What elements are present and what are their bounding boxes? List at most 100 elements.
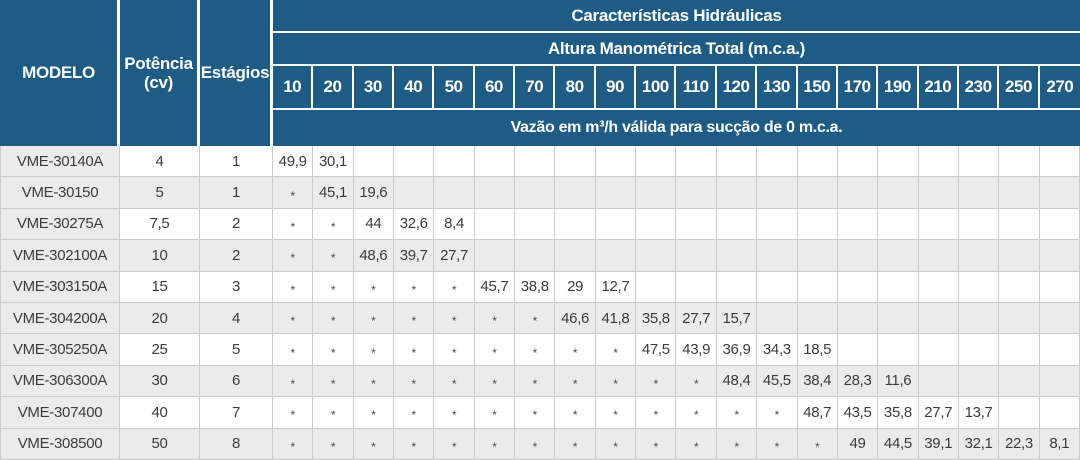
value-cell: 49 (837, 428, 879, 460)
head-col-190: 190 (878, 66, 919, 110)
flow-note-header: Vazão em m³/h válida para sucção de 0 m.… (273, 110, 1080, 146)
estagios-cell: 5 (200, 334, 273, 366)
value-cell: 41,8 (595, 302, 637, 335)
head-col-210: 210 (918, 66, 959, 110)
value-cell: * (555, 397, 596, 429)
head-col-60: 60 (474, 66, 516, 110)
value-cell: * (313, 397, 354, 429)
value-cell (878, 271, 919, 303)
value-cell (878, 177, 919, 209)
value-cell: 27,7 (434, 240, 475, 272)
value-cell: 39,1 (918, 428, 959, 460)
value-cell: * (474, 365, 516, 398)
value-cell (636, 177, 677, 209)
value-cell (595, 177, 637, 209)
value-cell: * (676, 365, 717, 398)
value-cell (676, 240, 717, 272)
value-cell (918, 240, 959, 272)
value-cell: * (676, 428, 717, 460)
value-cell (434, 177, 475, 209)
value-cell: * (555, 428, 596, 460)
col-header-estagios: Estágios (200, 0, 273, 146)
head-col-50: 50 (434, 66, 475, 110)
value-cell (918, 365, 959, 398)
value-cell: * (797, 428, 838, 460)
value-cell: * (353, 302, 395, 335)
head-col-270: 270 (1039, 66, 1080, 110)
value-cell: 28,3 (837, 365, 879, 398)
value-cell (958, 208, 1000, 241)
value-cell (555, 208, 596, 241)
value-cell: 48,4 (716, 365, 758, 398)
value-cell (1039, 397, 1080, 429)
estagios-cell: 1 (200, 177, 273, 209)
value-cell: * (716, 397, 758, 429)
value-cell: * (313, 365, 354, 398)
value-cell: * (273, 397, 314, 429)
value-cell (878, 208, 919, 241)
value-cell: 43,5 (837, 397, 879, 429)
value-cell (918, 208, 959, 241)
value-cell (1039, 240, 1080, 272)
value-cell (878, 334, 919, 366)
value-cell (515, 240, 556, 272)
value-cell: * (353, 365, 395, 398)
value-cell: * (313, 271, 354, 303)
value-cell (999, 240, 1040, 272)
value-cell (999, 177, 1040, 209)
value-cell: * (394, 302, 435, 335)
value-cell: 38,8 (515, 271, 556, 303)
value-cell: 45,5 (757, 365, 798, 398)
potencia-cell: 4 (120, 146, 200, 178)
value-cell: * (595, 428, 637, 460)
value-cell (716, 177, 758, 209)
value-cell: 13,7 (958, 397, 1000, 429)
col-header-modelo: MODELO (0, 0, 120, 146)
value-cell (595, 240, 637, 272)
value-cell (474, 177, 516, 209)
potencia-cell: 50 (120, 428, 200, 460)
estagios-cell: 2 (200, 240, 273, 272)
value-cell (958, 334, 1000, 366)
value-cell (636, 271, 677, 303)
value-cell (474, 208, 516, 241)
value-cell (595, 146, 637, 178)
value-cell: * (273, 271, 314, 303)
value-cell (1039, 334, 1080, 366)
value-cell: 36,9 (716, 334, 758, 366)
value-cell (837, 146, 879, 178)
value-cell: * (757, 397, 798, 429)
value-cell: * (636, 428, 677, 460)
value-cell (797, 240, 838, 272)
value-cell (555, 146, 596, 178)
head-col-150: 150 (797, 66, 838, 110)
value-cell (797, 177, 838, 209)
value-cell (757, 240, 798, 272)
potencia-cell: 10 (120, 240, 200, 272)
head-col-20: 20 (313, 66, 354, 110)
value-cell: 45,1 (313, 177, 354, 209)
value-cell: * (313, 334, 354, 366)
value-cell (878, 146, 919, 178)
potencia-cell: 5 (120, 177, 200, 209)
head-col-30: 30 (353, 66, 395, 110)
value-cell (878, 240, 919, 272)
value-cell: 32,1 (958, 428, 1000, 460)
value-cell: * (434, 397, 475, 429)
head-col-110: 110 (676, 66, 717, 110)
value-cell (636, 240, 677, 272)
value-cell (837, 240, 879, 272)
value-cell: 44 (353, 208, 395, 241)
value-cell (958, 302, 1000, 335)
model-cell: VME-302100A (0, 240, 120, 272)
value-cell (676, 177, 717, 209)
value-cell (555, 240, 596, 272)
value-cell: 43,9 (676, 334, 717, 366)
value-cell (999, 334, 1040, 366)
value-cell: * (434, 365, 475, 398)
value-cell: * (515, 365, 556, 398)
value-cell (757, 271, 798, 303)
value-cell: 45,7 (474, 271, 516, 303)
value-cell: * (353, 397, 395, 429)
